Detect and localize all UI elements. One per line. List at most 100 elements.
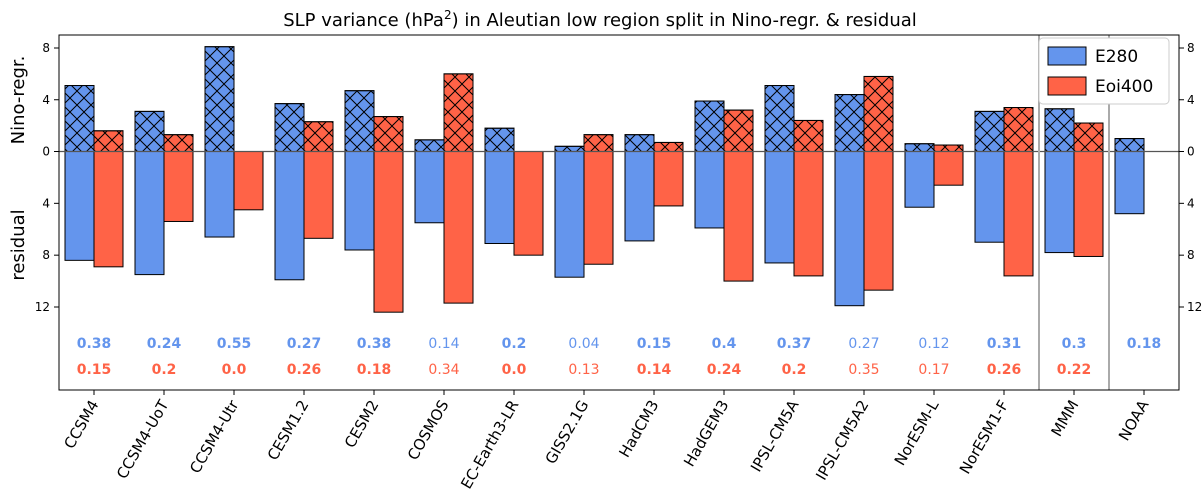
hatch-nino-e280-cosmos <box>414 139 445 152</box>
ratio-label-e280-ipsl-cm5a2: 0.27 <box>848 336 879 352</box>
legend-label-e280: E280 <box>1095 47 1138 67</box>
ratio-label-e280-ccsm4-utr: 0.55 <box>217 336 252 352</box>
x-tick-label-cosmos: COSMOS <box>404 397 453 463</box>
x-tick-labels-layer: CCSM4 CCSM4-UoT CCSM4-Utr CESM1.2 CESM2 COSMO… <box>60 390 1153 492</box>
ratio-label-e280-mmm: 0.3 <box>1062 336 1087 352</box>
bar-residual-eoi400-hadcm3 <box>653 151 684 207</box>
ratio-label-e280-cesm2: 0.38 <box>357 336 392 352</box>
hatch-nino-e280-hadcm3 <box>624 134 655 152</box>
bar-residual-eoi400-ipsl-cm5a2 <box>863 151 894 291</box>
x-tick-label-cesm2: CESM2 <box>341 397 383 451</box>
ratio-label-eoi400-cesm2: 0.18 <box>357 362 392 378</box>
hatch-nino-e280-giss2-1g <box>554 145 585 152</box>
ratio-labels-layer: 0.38 0.15 0.24 0.2 0.55 0.0 0.27 0.26 0.38 0.18 0.… <box>77 336 1162 378</box>
bar-residual-eoi400-ipsl-cm5a <box>793 151 824 277</box>
y-axis-label-bottom: residual <box>8 209 29 280</box>
x-tick-label-giss2-1g: GISS2.1G <box>542 397 593 467</box>
hatch-nino-eoi400-hadcm3 <box>653 141 684 153</box>
x-tick-label-hadcm3: HadCM3 <box>615 397 662 461</box>
y-tick-label-top-8-right: 8 <box>1187 41 1195 55</box>
bar-residual-e280-cesm2 <box>344 151 375 251</box>
bar-residual-e280-noresm1-f <box>974 151 1005 243</box>
ratio-label-eoi400-ccsm4: 0.15 <box>77 362 112 378</box>
hatch-nino-eoi400-noresm-l <box>933 144 964 152</box>
bar-residual-eoi400-noresm1-f <box>1003 151 1034 277</box>
ratio-label-e280-ipsl-cm5a: 0.37 <box>777 336 812 352</box>
y-tick-label-bottom-8-left: 8 <box>42 248 50 262</box>
legend-swatch-eoi400 <box>1047 76 1087 96</box>
bar-residual-e280-giss2-1g <box>554 151 585 278</box>
ratio-label-eoi400-hadcm3: 0.14 <box>637 362 672 378</box>
y-tick-label-top-4-right: 4 <box>1187 93 1195 107</box>
hatch-nino-eoi400-cesm1-2 <box>303 121 334 153</box>
ratio-label-eoi400-ccsm4-utr: 0.0 <box>222 362 247 378</box>
ratio-label-e280-cosmos: 0.14 <box>428 336 459 352</box>
chart-title: SLP variance (hPa2) in Aleutian low regi… <box>283 8 917 31</box>
y-axis-label-top: Nino-regr. <box>8 56 29 145</box>
y-tick-label-top-8-left: 8 <box>42 41 50 55</box>
ratio-label-e280-hadgem3: 0.4 <box>712 336 737 352</box>
bar-residual-e280-ipsl-cm5a2 <box>834 151 865 307</box>
bar-residual-e280-mmm <box>1044 151 1075 254</box>
y-tick-label-bottom-8-right: 8 <box>1187 248 1195 262</box>
hatch-nino-e280-ccsm4 <box>64 85 95 152</box>
ratio-label-eoi400-cesm1-2: 0.26 <box>287 362 322 378</box>
hatch-nino-eoi400-ccsm4-uot <box>163 134 194 152</box>
ratio-label-e280-noaa: 0.18 <box>1127 336 1162 352</box>
hatch-nino-eoi400-mmm <box>1073 122 1104 152</box>
x-tick-label-noresm-l: NorESM-L <box>891 396 943 468</box>
ratio-label-eoi400-noresm1-f: 0.26 <box>987 362 1022 378</box>
bar-residual-e280-noresm-l <box>904 151 935 208</box>
ratio-label-e280-noresm1-f: 0.31 <box>987 336 1022 352</box>
bar-residual-eoi400-giss2-1g <box>583 151 614 265</box>
hatch-nino-e280-noresm-l <box>904 143 935 153</box>
bars-layer <box>64 46 1145 313</box>
bar-residual-eoi400-ccsm4-uot <box>163 151 194 222</box>
y-tick-label-bottom-12-left: 12 <box>35 300 50 314</box>
x-tick-label-noresm1-f: NorESM1-F <box>956 397 1013 477</box>
x-tick-label-cesm1-2: CESM1.2 <box>264 397 313 463</box>
x-tick-label-ccsm4-utr: CCSM4-Utr <box>186 396 243 476</box>
x-tick-label-ipsl-cm5a2: IPSL-CM5A2 <box>812 397 872 483</box>
bar-residual-e280-ipsl-cm5a <box>764 151 795 264</box>
ratio-label-e280-noresm-l: 0.12 <box>918 336 949 352</box>
bar-residual-eoi400-cesm1-2 <box>303 151 334 239</box>
hatch-nino-e280-noresm1-f <box>974 110 1005 153</box>
hatch-nino-eoi400-ccsm4 <box>93 130 124 153</box>
hatch-nino-eoi400-cosmos <box>443 73 474 152</box>
bar-residual-eoi400-mmm <box>1073 151 1104 257</box>
hatch-nino-eoi400-noresm1-f <box>1003 107 1034 152</box>
x-tick-label-mmm: MMM <box>1047 397 1082 440</box>
hatch-nino-eoi400-giss2-1g <box>583 134 614 152</box>
x-tick-label-hadgem3: HadGEM3 <box>680 397 732 470</box>
bar-residual-eoi400-cesm2 <box>373 151 404 313</box>
hatch-nino-eoi400-ipsl-cm5a <box>793 119 824 152</box>
bar-residual-eoi400-hadgem3 <box>723 151 754 282</box>
ratio-label-eoi400-cosmos: 0.34 <box>428 362 459 378</box>
ratio-label-eoi400-ec-earth3-lr: 0.0 <box>502 362 527 378</box>
hatch-nino-eoi400-cesm2 <box>373 116 404 152</box>
legend-swatch-e280 <box>1047 46 1087 66</box>
chart-title-superscript: 2 <box>444 8 452 22</box>
bar-residual-e280-ccsm4-utr <box>204 151 235 238</box>
ratio-label-eoi400-ipsl-cm5a: 0.2 <box>782 362 807 378</box>
hatch-nino-e280-hadgem3 <box>694 100 725 152</box>
hatch-nino-eoi400-ipsl-cm5a2 <box>863 75 894 152</box>
bar-residual-eoi400-cosmos <box>443 151 474 304</box>
hatch-nino-e280-ipsl-cm5a <box>764 85 795 152</box>
ratio-label-e280-ccsm4-uot: 0.24 <box>147 336 182 352</box>
bar-residual-e280-hadgem3 <box>694 151 725 229</box>
ratio-label-eoi400-giss2-1g: 0.13 <box>568 362 599 378</box>
x-tick-label-ccsm4: CCSM4 <box>60 397 102 452</box>
y-tick-label-bottom-12-right: 12 <box>1187 300 1202 314</box>
bar-residual-eoi400-noresm-l <box>933 151 964 186</box>
x-tick-label-ipsl-cm5a: IPSL-CM5A <box>747 396 803 475</box>
bar-residual-e280-hadcm3 <box>624 151 655 242</box>
bar-residual-e280-noaa <box>1114 151 1145 215</box>
hatch-nino-e280-ccsm4-uot <box>134 110 165 153</box>
x-tick-label-noaa: NOAA <box>1115 396 1153 443</box>
y-tick-label-bottom-4-left: 4 <box>42 196 50 210</box>
x-tick-label-ec-earth3-lr: EC-Earth3-LR <box>457 397 522 492</box>
bar-residual-eoi400-ccsm4-utr <box>233 151 264 211</box>
